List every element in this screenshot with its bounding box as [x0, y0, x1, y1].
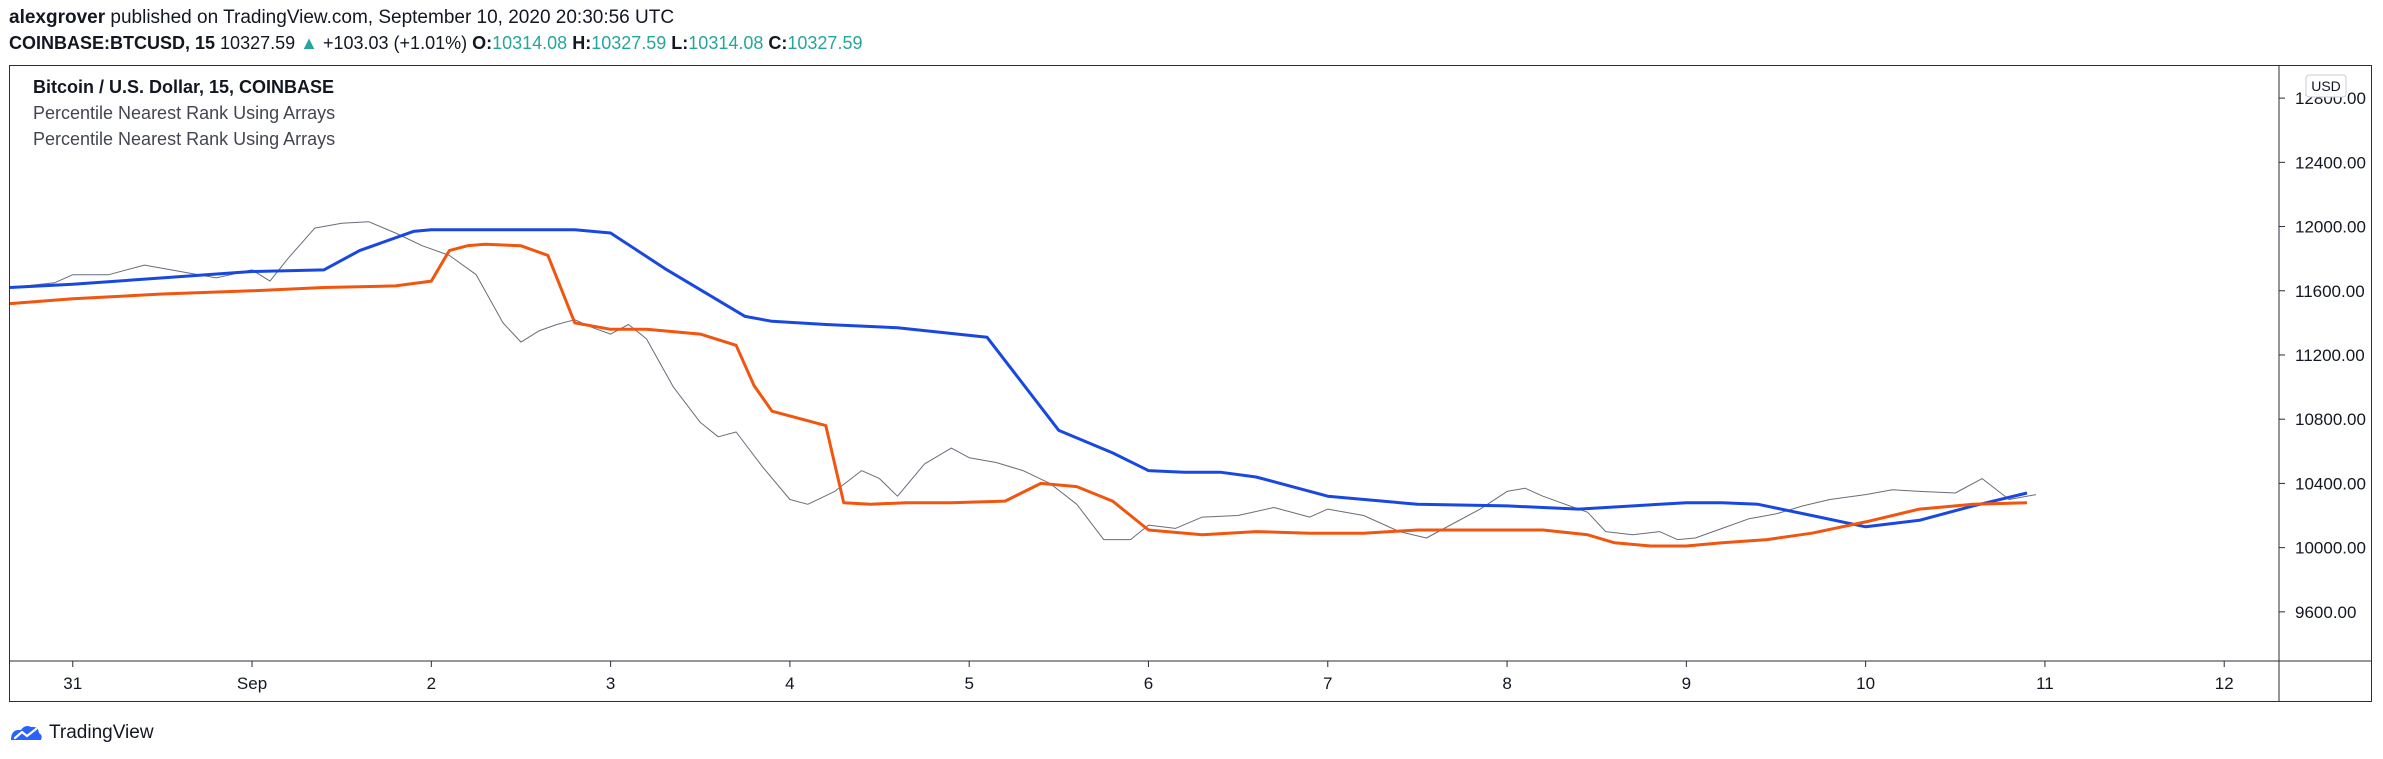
price-axis-tick-label: 10800.00	[2295, 410, 2366, 429]
time-axis-tick-label: 9	[1682, 674, 1691, 693]
indicator-label-2[interactable]: Percentile Nearest Rank Using Arrays	[33, 129, 336, 149]
low-value: 10314.08	[688, 33, 764, 53]
open-value: 10314.08	[492, 33, 568, 53]
chart-series	[10, 221, 2037, 548]
price-axis-tick-label: 12400.00	[2295, 153, 2366, 172]
author-name[interactable]: alexgrover	[9, 7, 106, 28]
price-change: +103.03 (+1.01%)	[322, 33, 468, 53]
chart-container[interactable]: 12800.00 12400.00 12000.00 11600.00 11200.00…	[9, 65, 2372, 702]
price-chart[interactable]: 12800.0012400.0012000.0011600.0011200.00…	[10, 66, 2371, 701]
high-label: H:	[572, 33, 592, 53]
price-axis-tick-label: 10000.00	[2295, 539, 2366, 558]
time-axis-tick-label: 10	[1856, 674, 1875, 693]
price-axis-tick-label: 12000.00	[2295, 218, 2366, 237]
high-value: 10327.59	[591, 33, 667, 53]
price-axis-tick-label: 9600.00	[2295, 603, 2356, 622]
close-label: C:	[768, 33, 788, 53]
footer: TradingView	[9, 720, 154, 746]
time-axis-tick-label: 2	[427, 674, 436, 693]
time-axis-tick-label: 12	[2215, 674, 2234, 693]
time-axis-tick-label: 3	[606, 674, 615, 693]
chart-title: Bitcoin / U.S. Dollar, 15, COINBASE	[33, 77, 335, 97]
tradingview-brand[interactable]: TradingView	[49, 722, 154, 743]
time-axis-tick-label: 31	[63, 674, 82, 693]
price-axis-tick-label: 11200.00	[2295, 346, 2365, 365]
time-axis[interactable]: 31 Sep 2 3 4 5 6 7 8 9 10 11 12	[63, 661, 2234, 693]
price-axis[interactable]: 12800.0012400.0012000.0011600.0011200.00…	[2279, 89, 2366, 622]
indicator-label-1[interactable]: Percentile Nearest Rank Using Arrays	[33, 103, 336, 123]
up-arrow-icon: ▲	[300, 33, 318, 53]
low-label: L:	[671, 33, 689, 53]
time-axis-tick-label: Sep	[237, 674, 267, 693]
time-axis-tick-label: 4	[785, 674, 794, 693]
tradingview-logo-icon	[11, 726, 42, 740]
open-label: O:	[472, 33, 493, 53]
currency-label: USD	[2311, 78, 2341, 94]
published-text: published on TradingView.com, September …	[105, 7, 675, 28]
symbol-info-bar: COINBASE:BTCUSD, 15 10327.59 ▲ +103.03 (…	[9, 32, 862, 54]
currency-box[interactable]	[2305, 74, 2347, 98]
time-axis-tick-label: 7	[1323, 674, 1332, 693]
price-axis-tick-label: 10400.00	[2295, 474, 2366, 493]
time-axis-tick-label: 5	[964, 674, 973, 693]
time-axis-tick-label: 11	[2036, 674, 2054, 693]
publish-info: alexgrover published on TradingView.com,…	[9, 7, 674, 29]
series-line-upper	[10, 228, 2028, 529]
price-axis-tick-label: 11600.00	[2295, 282, 2365, 301]
time-axis-tick-label: 8	[1502, 674, 1511, 693]
symbol-label: COINBASE:BTCUSD, 15	[9, 33, 216, 53]
series-line-lower	[10, 242, 2028, 548]
time-axis-tick-label: 6	[1144, 674, 1153, 693]
last-price: 10327.59	[220, 33, 296, 53]
close-value: 10327.59	[787, 33, 863, 53]
